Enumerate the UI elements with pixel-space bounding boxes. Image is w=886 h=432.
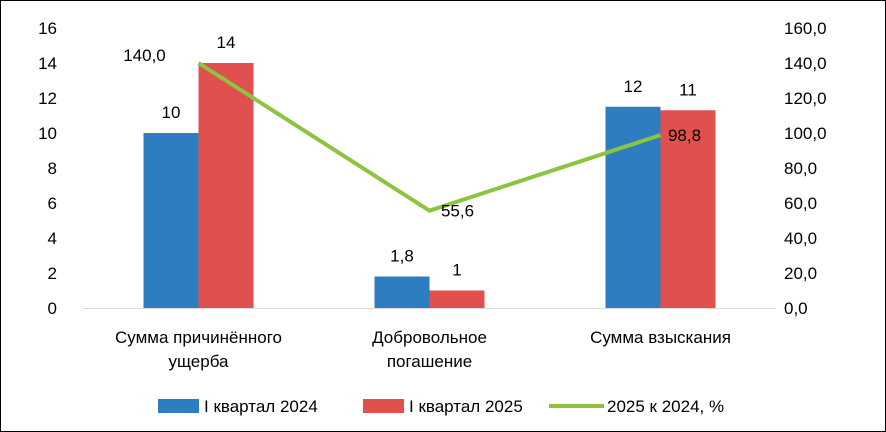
right-axis-tick-label: 160,0: [784, 19, 827, 38]
left-axis-tick-label: 12: [38, 89, 57, 108]
bar-2: [660, 110, 716, 308]
left-axis-tick-label: 2: [48, 264, 57, 283]
legend-swatch: [158, 399, 199, 413]
right-axis-tick-label: 40,0: [784, 229, 817, 248]
right-axis-tick-label: 20,0: [784, 264, 817, 283]
legend-label: I квартал 2025: [409, 397, 523, 416]
bar-1: [605, 106, 661, 308]
left-axis-tick-label: 14: [38, 54, 57, 73]
bar-2: [429, 290, 485, 308]
left-axis-tick-label: 0: [48, 299, 57, 318]
right-axis-tick-label: 100,0: [784, 124, 827, 143]
right-axis-tick-label: 0,0: [784, 299, 808, 318]
bar-2: [198, 63, 254, 308]
left-axis-tick-label: 8: [48, 159, 57, 178]
category-label: Сумма взыскания: [590, 328, 731, 347]
line-data-label: 55,6: [441, 202, 474, 221]
bar-1: [374, 276, 430, 308]
category-label: Добровольное: [372, 328, 487, 347]
left-axis-tick-label: 4: [48, 229, 57, 248]
bar-data-label: 1,8: [390, 247, 414, 266]
category-label: Сумма причинённого: [115, 328, 282, 347]
right-axis-tick-label: 120,0: [784, 89, 827, 108]
left-axis-tick-label: 6: [48, 194, 57, 213]
category-label: ущерба: [168, 352, 229, 371]
left-axis-tick-label: 10: [38, 124, 57, 143]
bar-data-label: 10: [162, 103, 181, 122]
category-label: погашение: [387, 352, 472, 371]
bar-data-label: 1: [452, 261, 461, 280]
line-data-label: 140,0: [123, 46, 166, 65]
legend-label: 2025 к 2024, %: [607, 397, 724, 416]
bar-data-label: 11: [679, 80, 697, 99]
line-series: [197, 61, 662, 213]
legend-swatch: [363, 399, 404, 413]
bar-data-label: 14: [217, 33, 236, 52]
right-axis-tick-label: 140,0: [784, 54, 827, 73]
right-axis-tick-label: 60,0: [784, 194, 817, 213]
legend-label: I квартал 2024: [204, 397, 318, 416]
bar-data-label: 12: [624, 77, 643, 96]
line-data-label: 98,8: [668, 126, 701, 145]
bar-1: [143, 133, 199, 308]
right-axis-tick-label: 80,0: [784, 159, 817, 178]
left-axis-tick-label: 16: [38, 19, 57, 38]
